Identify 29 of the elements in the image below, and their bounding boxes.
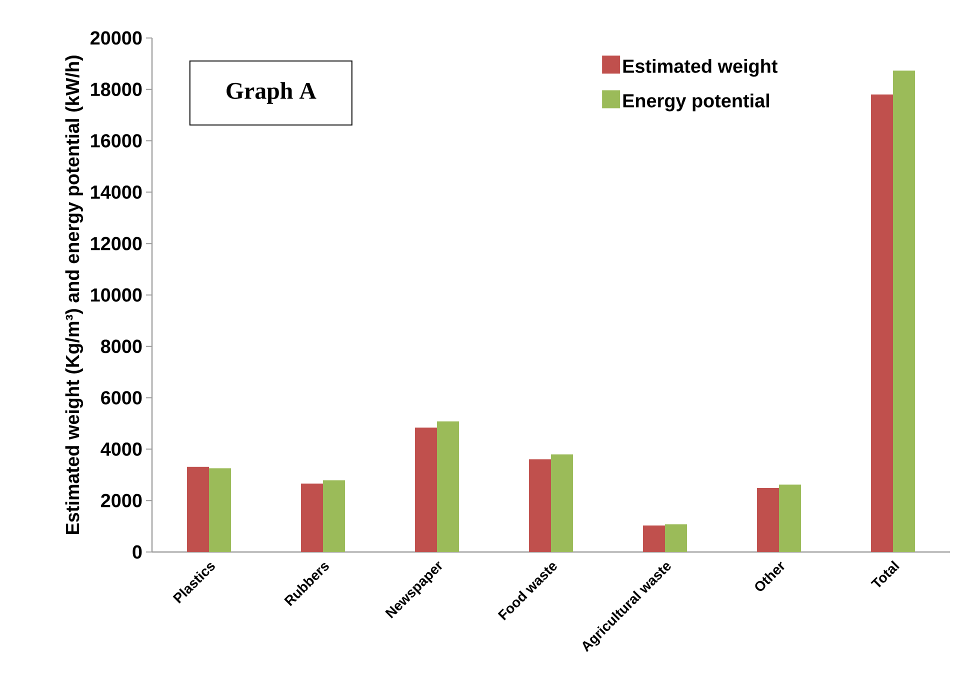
y-tick-label: 16000 <box>91 134 142 148</box>
y-tick-label: 10000 <box>91 288 142 302</box>
bar <box>665 524 688 552</box>
legend-label: Estimated weight <box>623 58 778 77</box>
bar <box>301 484 324 552</box>
y-tick-label: 18000 <box>91 82 142 96</box>
y-tick-label: 4000 <box>100 442 142 456</box>
annotation: Graph A <box>226 82 316 104</box>
y-tick-label: 8000 <box>100 340 142 354</box>
y-tick-label: 14000 <box>91 185 142 199</box>
bar <box>323 480 346 552</box>
legend-label: Energy potential <box>623 94 770 112</box>
y-tick-label: 6000 <box>101 391 142 404</box>
bar <box>871 94 894 552</box>
bar <box>187 466 210 552</box>
y-axis-title: Estimated weight (Kg/m³) and energy potential (kW/h) <box>65 56 84 534</box>
bar <box>643 526 666 552</box>
bar <box>209 468 232 552</box>
bar <box>551 454 574 552</box>
y-tick-label: 2000 <box>101 494 142 508</box>
bar <box>437 421 460 552</box>
bar <box>893 70 916 552</box>
bar <box>757 488 780 552</box>
y-tick-label: 0 <box>132 545 142 559</box>
bar <box>529 459 552 552</box>
y-tick-label: 20000 <box>90 31 142 45</box>
bar <box>415 428 438 552</box>
y-tick-label: 12000 <box>91 236 142 250</box>
bar <box>779 484 802 552</box>
